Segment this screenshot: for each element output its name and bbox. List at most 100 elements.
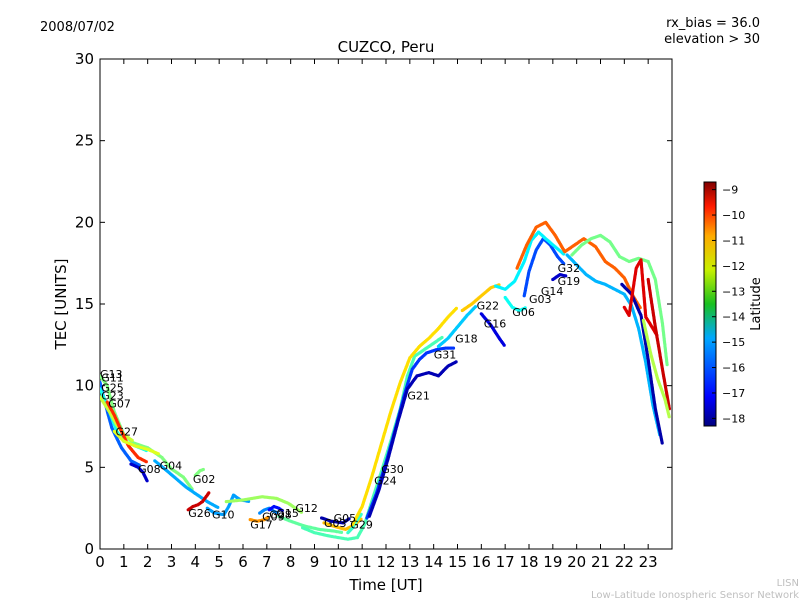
satellite-label: G31 xyxy=(434,349,457,362)
satellite-label: G03 xyxy=(324,517,347,530)
satellite-label: G32 xyxy=(558,262,581,275)
data-point xyxy=(347,517,351,521)
colorbar-label: Latitude xyxy=(749,277,764,331)
y-tick-label: 15 xyxy=(75,295,94,313)
data-point xyxy=(523,306,527,310)
series-track xyxy=(503,295,527,313)
series-track xyxy=(367,360,458,518)
data-point xyxy=(454,360,458,364)
series-track xyxy=(193,467,205,478)
series-track xyxy=(153,459,220,509)
series-track xyxy=(248,515,270,523)
credit-short: LISN xyxy=(777,578,799,589)
data-point xyxy=(207,491,211,495)
x-tick-label: 19 xyxy=(543,553,562,571)
colorbar-tick-label: −17 xyxy=(722,387,745,400)
series-track xyxy=(515,220,642,310)
x-tick-label: 16 xyxy=(472,553,491,571)
satellite-label: G03 xyxy=(529,293,552,306)
data-series xyxy=(100,220,672,541)
data-point xyxy=(339,530,344,535)
x-tick-label: 7 xyxy=(262,553,272,571)
series-track xyxy=(570,233,669,367)
series-track xyxy=(112,429,160,456)
y-tick-labels: 0 5 10 15 20 25 30 xyxy=(75,50,94,558)
satellite-label: G07 xyxy=(108,398,131,411)
data-point xyxy=(130,438,134,442)
x-tick-label: 6 xyxy=(238,553,248,571)
data-point xyxy=(359,512,363,517)
satellite-label: G08 xyxy=(138,463,161,476)
y-tick-label: 25 xyxy=(75,132,94,150)
colorbar-ticks: −9 −10 −11 −12 −13 −14 −15 −16 −17 −18 xyxy=(712,184,745,425)
x-tick-label: 18 xyxy=(519,553,538,571)
x-tick-label: 17 xyxy=(496,553,515,571)
y-axis-label: TEC [UNITS] xyxy=(52,259,70,351)
x-tick-label: 12 xyxy=(376,553,395,571)
rx-bias-label: rx_bias = 36.0 xyxy=(666,16,760,31)
satellite-label: G17 xyxy=(250,519,273,532)
satellite-label: G22 xyxy=(477,300,500,313)
x-tick-label: 13 xyxy=(400,553,419,571)
satellite-label: G04 xyxy=(160,460,183,473)
data-point xyxy=(473,305,478,309)
satellite-label: G26 xyxy=(188,507,211,520)
satellite-label: G27 xyxy=(116,425,139,438)
data-point xyxy=(665,363,669,367)
x-tick-label: 1 xyxy=(119,553,129,571)
series-track xyxy=(351,306,458,527)
colorbar-tick-label: −14 xyxy=(722,311,745,324)
satellite-label: G30 xyxy=(381,463,404,476)
series-track xyxy=(267,504,284,513)
axis-ticks xyxy=(99,58,672,550)
data-point xyxy=(564,274,568,278)
x-tick-label: 5 xyxy=(214,553,224,571)
series-track xyxy=(186,491,211,512)
satellite-label: G11 xyxy=(101,372,124,385)
x-tick-label: 23 xyxy=(639,553,658,571)
x-tick-label: 21 xyxy=(591,553,610,571)
satellite-label: G23 xyxy=(101,390,124,403)
series-track xyxy=(320,516,351,525)
series-track xyxy=(436,305,478,349)
satellite-label: G06 xyxy=(512,306,535,319)
x-tick-labels: 0 1 2 3 4 5 6 7 8 9 10 11 12 13 14 15 16 17 18 19 20 21 22 23 xyxy=(95,553,657,571)
satellite-label: G15 xyxy=(276,507,299,520)
series-track xyxy=(224,495,303,514)
series-track xyxy=(129,462,149,483)
y-tick-label: 10 xyxy=(75,377,94,395)
x-axis-label: Time [UT] xyxy=(348,576,422,594)
data-point xyxy=(299,510,303,514)
elevation-label: elevation > 30 xyxy=(664,32,760,47)
satellite-label: G28 xyxy=(269,509,292,522)
colorbar-tick-label: −16 xyxy=(722,362,745,375)
series-track xyxy=(105,400,148,464)
y-tick-label: 5 xyxy=(84,458,94,476)
satellite-label: G14 xyxy=(541,285,564,298)
data-point xyxy=(156,452,160,456)
data-point xyxy=(440,335,444,340)
satellite-label: G09 xyxy=(262,510,285,523)
y-tick-label: 30 xyxy=(75,50,94,68)
x-tick-label: 20 xyxy=(567,553,586,571)
data-point xyxy=(216,505,220,509)
satellite-label: G21 xyxy=(407,390,430,403)
x-tick-label: 10 xyxy=(329,553,348,571)
y-tick-label: 20 xyxy=(75,213,94,231)
data-point xyxy=(562,262,566,266)
data-point xyxy=(502,343,506,347)
satellite-label: G02 xyxy=(193,473,216,486)
chart-title: CUZCO, Peru xyxy=(338,38,435,56)
satellite-label: G16 xyxy=(484,318,507,331)
x-tick-label: 0 xyxy=(95,553,105,571)
colorbar-tick-label: −13 xyxy=(722,285,745,298)
series-track xyxy=(646,277,672,411)
data-point xyxy=(667,415,671,419)
x-tick-label: 4 xyxy=(191,553,201,571)
x-tick-label: 8 xyxy=(286,553,296,571)
x-tick-label: 9 xyxy=(310,553,320,571)
data-point xyxy=(266,515,270,519)
data-point xyxy=(145,479,149,483)
data-point xyxy=(144,460,148,464)
satellite-label: G10 xyxy=(212,509,235,522)
